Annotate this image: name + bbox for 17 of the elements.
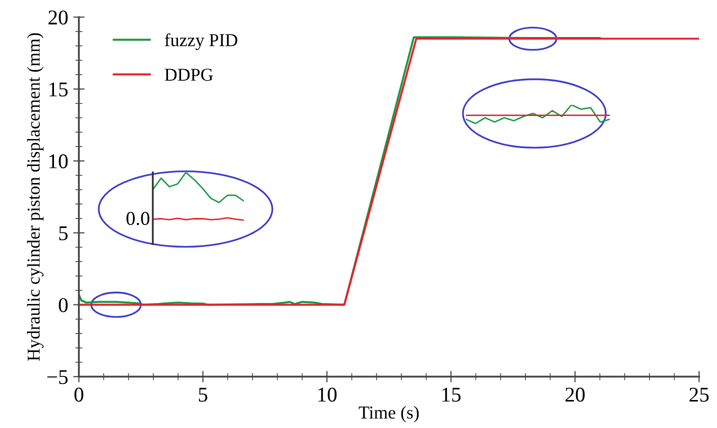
legend-label: DDPG — [164, 68, 213, 81]
y-tick-label: 5 — [59, 226, 68, 240]
legend-label: fuzzy PID — [164, 33, 238, 50]
x-tick-label: 25 — [690, 388, 709, 402]
x-axis-title: Time (s) — [358, 406, 419, 422]
y-tick-label: −5 — [47, 370, 68, 384]
annotation: 0.0 — [126, 212, 150, 226]
x-tick-label: 0 — [74, 388, 84, 402]
y-tick-label: 15 — [49, 82, 68, 96]
x-tick-label: 5 — [198, 388, 208, 402]
y-tick-label: 20 — [48, 10, 68, 25]
x-tick-label: 10 — [318, 388, 337, 402]
y-axis-title: Hydraulic cylinder piston displacement (mm) — [27, 33, 44, 361]
x-tick-label: 20 — [566, 388, 585, 402]
x-tick-label: 15 — [442, 388, 461, 402]
y-tick-label: 10 — [49, 154, 68, 168]
y-tick-label: 0 — [58, 298, 68, 312]
